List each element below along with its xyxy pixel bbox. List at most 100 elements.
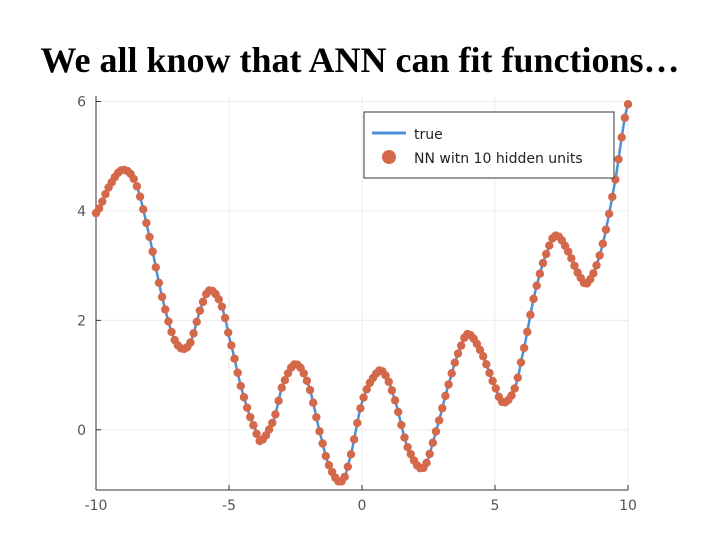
nn-point: [236, 381, 245, 391]
nn-point: [264, 425, 274, 434]
nn-point: [233, 368, 242, 377]
nn-point: [444, 380, 453, 389]
nn-point: [387, 386, 397, 395]
nn-point: [227, 341, 236, 350]
nn-point: [164, 317, 173, 326]
nn-point: [526, 310, 535, 319]
nn-point: [485, 368, 494, 378]
slide-title: We all know that ANN can fit functions…: [40, 40, 680, 80]
x-tick-label: -10: [85, 498, 108, 514]
nn-point: [321, 451, 330, 461]
nn-point: [305, 385, 315, 395]
nn-point: [356, 404, 365, 413]
nn-point: [145, 232, 154, 242]
nn-point: [318, 439, 327, 448]
y-tick-label: 6: [77, 94, 86, 110]
nn-point: [353, 418, 362, 428]
nn-point: [570, 261, 579, 271]
legend-label-true: true: [414, 127, 443, 143]
nn-point: [441, 391, 450, 401]
nn-point: [595, 251, 604, 260]
nn-point: [324, 460, 334, 470]
nn-point: [217, 302, 227, 311]
nn-point: [601, 225, 611, 234]
nn-point: [598, 239, 608, 248]
nn-point: [239, 393, 249, 402]
nn-point: [280, 376, 290, 385]
x-tick-label: 10: [619, 498, 637, 514]
nn-point: [431, 427, 441, 436]
nn-point: [198, 297, 208, 307]
nn-point: [381, 371, 390, 380]
nn-point: [519, 343, 529, 353]
nn-point: [148, 247, 157, 256]
legend-dot-marker: [382, 150, 396, 164]
nn-point: [98, 197, 107, 206]
nn-point: [384, 377, 393, 386]
nn-point: [491, 384, 500, 393]
series-nn: [91, 100, 633, 486]
nn-point: [312, 413, 321, 422]
nn-point: [538, 258, 548, 268]
nn-point: [475, 345, 485, 355]
nn-point: [541, 249, 551, 259]
nn-point: [246, 412, 255, 422]
nn-point: [403, 442, 412, 452]
nn-point: [101, 189, 110, 199]
nn-point: [249, 421, 258, 430]
nn-point: [513, 373, 523, 382]
nn-point: [135, 192, 145, 201]
nn-point: [271, 410, 280, 419]
nn-point: [309, 398, 318, 407]
nn-point: [161, 305, 170, 314]
nn-point: [507, 391, 516, 400]
nn-point: [620, 113, 630, 123]
chart-ticks: -10 -5 0 5 10 0 2 4 6: [77, 94, 637, 514]
nn-point: [447, 369, 456, 378]
nn-point: [346, 450, 356, 459]
y-tick-label: 2: [77, 313, 86, 329]
nn-point: [394, 407, 403, 417]
nn-point: [139, 205, 148, 214]
nn-point: [406, 449, 415, 459]
nn-point: [397, 420, 406, 430]
nn-point: [315, 427, 324, 436]
chart-legend: true NN witn 10 hidden units: [363, 111, 615, 179]
nn-point: [362, 385, 371, 394]
nn-point: [545, 241, 554, 250]
x-tick-label: -5: [222, 498, 236, 514]
nn-point: [510, 384, 519, 393]
nn-point: [617, 133, 626, 142]
nn-point: [214, 295, 223, 304]
nn-point: [453, 349, 463, 358]
nn-point: [252, 429, 261, 439]
y-tick-label: 4: [77, 204, 86, 220]
nn-point: [567, 254, 576, 263]
nn-point: [349, 435, 359, 444]
nn-point: [400, 433, 409, 442]
nn-point: [529, 294, 538, 304]
nn-point: [456, 341, 466, 350]
nn-point: [450, 358, 460, 367]
nn-point: [230, 354, 239, 363]
x-tick-label: 0: [358, 498, 367, 514]
nn-point: [482, 360, 491, 369]
nn-point: [189, 329, 198, 338]
nn-point: [242, 403, 252, 412]
nn-point: [390, 396, 400, 405]
nn-point: [186, 338, 195, 347]
x-tick-label: 5: [491, 498, 500, 514]
nn-point: [523, 327, 532, 337]
nn-point: [563, 247, 573, 256]
nn-point: [195, 306, 205, 315]
nn-point: [614, 154, 623, 164]
nn-point: [425, 449, 434, 459]
nn-point: [422, 458, 431, 468]
legend-box: [363, 111, 615, 179]
nn-point: [129, 174, 138, 184]
nn-point: [532, 281, 541, 290]
nn-point: [192, 317, 201, 326]
nn-point: [302, 376, 312, 386]
nn-point: [340, 472, 349, 482]
